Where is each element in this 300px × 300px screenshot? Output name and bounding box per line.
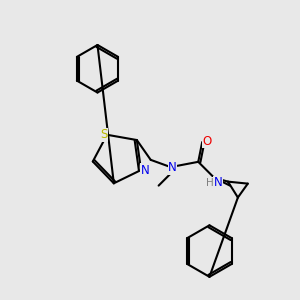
Text: N: N	[168, 161, 177, 174]
Text: H: H	[206, 178, 214, 188]
Text: N: N	[141, 164, 149, 176]
Text: O: O	[202, 134, 212, 148]
Text: S: S	[100, 128, 108, 141]
Text: N: N	[214, 176, 222, 189]
